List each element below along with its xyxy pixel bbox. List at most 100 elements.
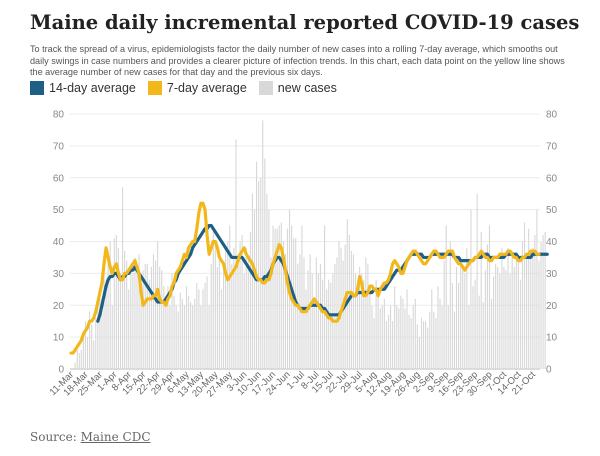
new-cases-bar xyxy=(163,286,165,369)
new-cases-bar xyxy=(321,279,324,369)
new-cases-bar xyxy=(317,273,319,369)
new-cases-bar xyxy=(109,241,111,369)
new-cases-bar xyxy=(146,263,148,369)
new-cases-bar xyxy=(117,247,120,369)
new-cases-bar xyxy=(237,254,239,369)
new-cases-bar xyxy=(231,263,233,369)
new-cases-bar xyxy=(507,247,509,369)
new-cases-bars xyxy=(74,120,546,369)
new-cases-bar xyxy=(82,330,84,369)
new-cases-bar xyxy=(284,254,286,369)
new-cases-bar xyxy=(272,225,274,369)
new-cases-bar xyxy=(501,247,503,369)
new-cases-bar xyxy=(194,298,196,369)
new-cases-bar xyxy=(105,279,107,369)
new-cases-bar xyxy=(124,251,126,369)
new-cases-bar xyxy=(383,298,385,369)
new-cases-bar xyxy=(394,286,396,369)
new-cases-bar xyxy=(453,311,456,369)
new-cases-bar xyxy=(511,251,513,369)
new-cases-bar xyxy=(534,235,536,369)
new-cases-bar xyxy=(342,260,344,369)
new-cases-bar xyxy=(208,305,210,369)
new-cases-bar xyxy=(165,305,167,369)
new-cases-bar xyxy=(225,247,227,369)
new-cases-bar xyxy=(253,209,256,369)
chart-title: Maine daily incremental reported COVID-1… xyxy=(30,11,580,34)
y-tick-label-left: 0 xyxy=(58,365,64,376)
new-cases-bar xyxy=(412,305,414,369)
y-tick-label-right: 50 xyxy=(546,205,558,216)
new-cases-bar xyxy=(138,254,140,369)
y-tick-label-left: 70 xyxy=(53,141,65,152)
new-cases-bar xyxy=(154,260,157,369)
new-cases-bar xyxy=(396,305,398,369)
new-cases-bar xyxy=(480,231,482,369)
new-cases-bar xyxy=(389,305,392,369)
new-cases-bar xyxy=(280,222,282,369)
new-cases-bar xyxy=(119,273,122,369)
new-cases-bar xyxy=(375,279,377,369)
new-cases-bar xyxy=(441,305,443,369)
new-cases-bar xyxy=(128,289,130,369)
y-tick-label-right: 40 xyxy=(546,237,558,248)
new-cases-bar xyxy=(115,235,117,369)
new-cases-bar xyxy=(519,279,521,369)
y-tick-label-left: 10 xyxy=(53,333,65,344)
new-cases-bar xyxy=(258,180,260,369)
legend-swatch-14day xyxy=(30,81,44,95)
new-cases-bar xyxy=(443,260,445,369)
legend-item-14day[interactable]: 14-day average xyxy=(30,81,136,95)
new-cases-bar xyxy=(361,273,363,369)
new-cases-bar xyxy=(152,254,155,369)
new-cases-bar xyxy=(367,263,369,369)
new-cases-bar xyxy=(270,257,272,369)
new-cases-bar xyxy=(78,353,80,369)
new-cases-bar xyxy=(101,298,103,369)
new-cases-bar xyxy=(192,305,194,369)
new-cases-bar xyxy=(542,235,544,369)
new-cases-bar xyxy=(171,273,173,369)
y-tick-label-left: 80 xyxy=(53,110,65,121)
new-cases-bar xyxy=(274,228,276,369)
new-cases-bar xyxy=(80,349,82,369)
new-cases-bar xyxy=(398,308,400,369)
new-cases-bar xyxy=(91,324,93,369)
new-cases-bar xyxy=(282,241,284,369)
line-7day-average xyxy=(69,201,541,355)
new-cases-bar xyxy=(464,273,466,369)
new-cases-bar xyxy=(136,273,138,369)
new-cases-bar xyxy=(76,349,78,369)
new-cases-bar xyxy=(260,177,262,369)
new-cases-bar xyxy=(313,298,315,369)
new-cases-bar xyxy=(179,292,181,369)
new-cases-bar xyxy=(431,289,433,369)
new-cases-bar xyxy=(173,295,175,369)
new-cases-bar xyxy=(190,302,192,369)
new-cases-bar xyxy=(429,311,431,369)
new-cases-bar xyxy=(422,321,425,369)
new-cases-bar xyxy=(495,263,497,369)
new-cases-bar xyxy=(161,270,163,369)
new-cases-bar xyxy=(379,308,381,369)
new-cases-bar xyxy=(251,193,254,369)
legend-item-new-cases[interactable]: new cases xyxy=(258,81,337,95)
new-cases-bar xyxy=(286,228,289,369)
new-cases-bar xyxy=(144,263,146,369)
new-cases-bar xyxy=(212,231,214,369)
new-cases-bar xyxy=(235,139,237,369)
source-link[interactable]: Maine CDC xyxy=(80,430,151,444)
new-cases-bar xyxy=(255,161,258,369)
new-cases-bar xyxy=(305,289,307,369)
new-cases-bar xyxy=(86,337,89,369)
new-cases-bar xyxy=(202,289,204,369)
new-cases-bar xyxy=(159,267,161,369)
legend-item-7day[interactable]: 7-day average xyxy=(147,81,247,95)
new-cases-bar xyxy=(356,292,359,369)
new-cases-bar xyxy=(536,209,538,369)
new-cases-bar xyxy=(223,267,225,369)
new-cases-bar xyxy=(484,270,486,369)
new-cases-bar xyxy=(406,289,408,369)
new-cases-bar xyxy=(95,318,97,369)
new-cases-bar xyxy=(499,273,501,369)
